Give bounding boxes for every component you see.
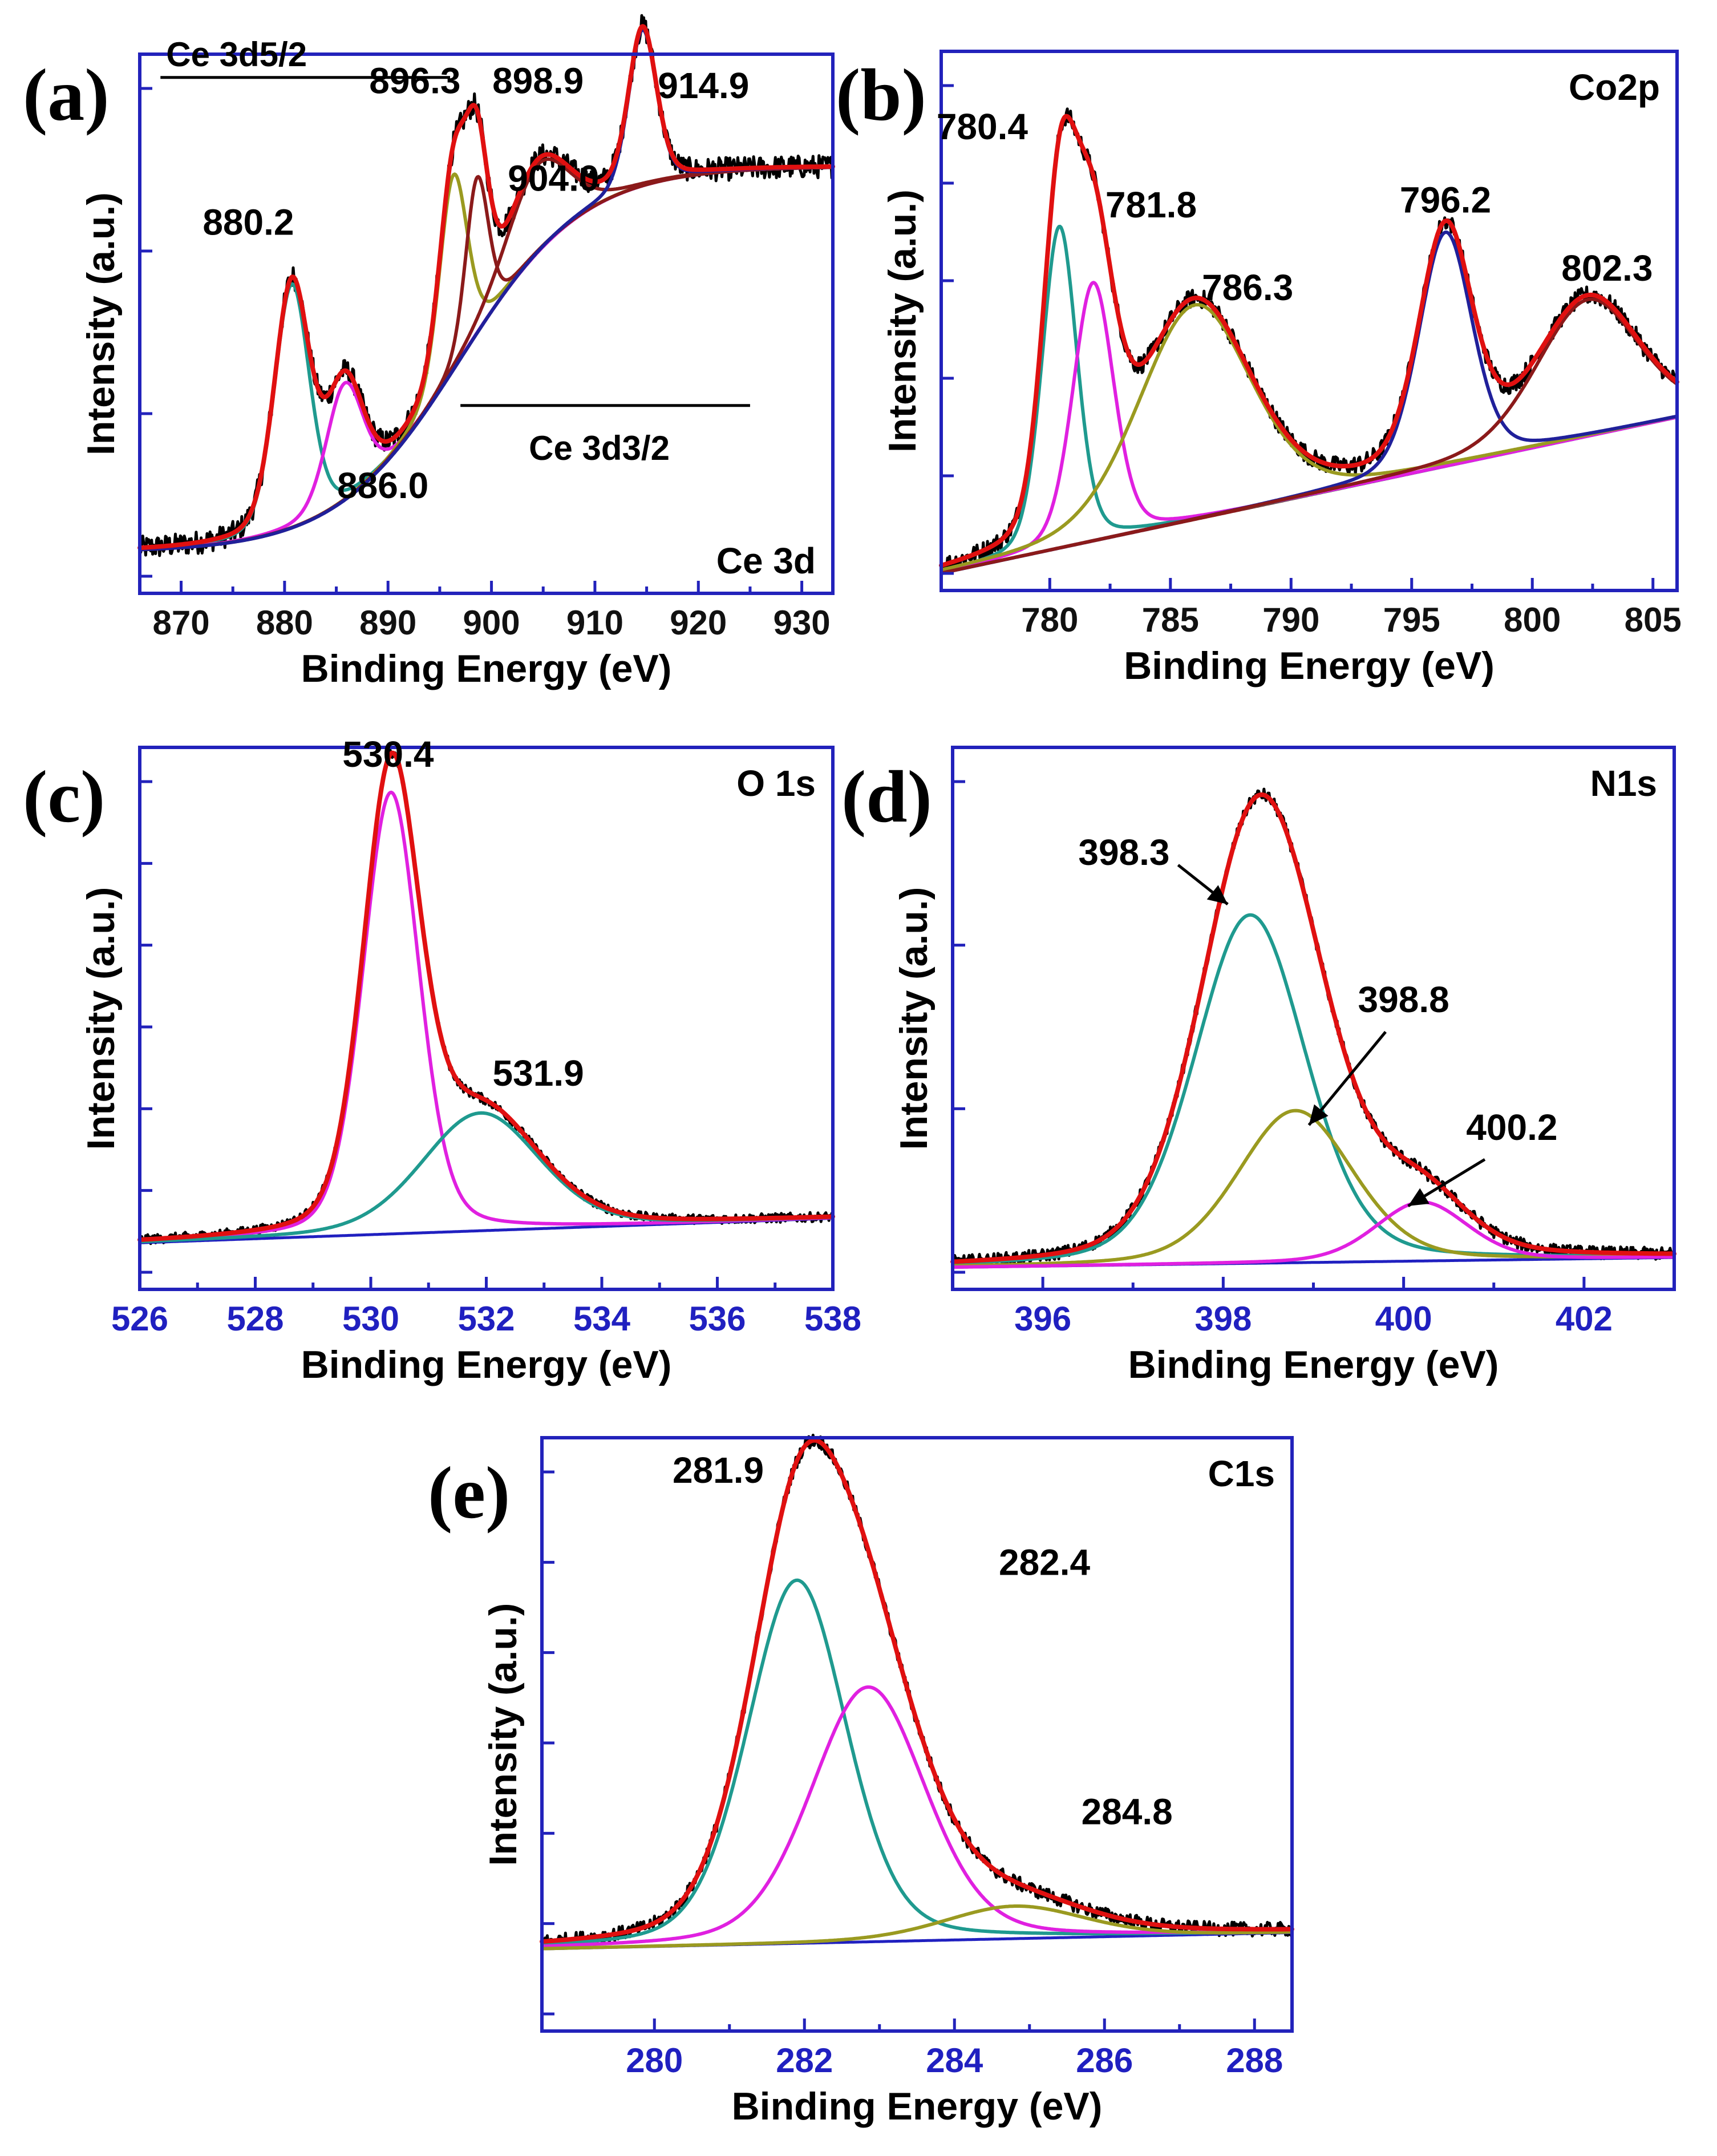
x-axis-title: Binding Energy (eV) — [1128, 1343, 1499, 1386]
x-tick-label: 800 — [1504, 601, 1561, 639]
x-tick-label: 532 — [457, 1300, 515, 1338]
x-axis-title: Binding Energy (eV) — [301, 647, 672, 690]
peak-annotation: 880.2 — [203, 202, 294, 243]
y-axis-title: Intensity (a.u.) — [881, 189, 924, 452]
x-tick-label: 785 — [1142, 601, 1199, 639]
peak-annotation: 904.0 — [508, 158, 599, 199]
peak-annotation: 282.4 — [999, 1542, 1091, 1583]
plot-frame — [540, 1436, 1294, 2033]
panel-label: (e) — [428, 1452, 510, 1534]
fit-envelope — [939, 114, 1679, 568]
spectrum-title: O 1s — [736, 763, 816, 804]
x-tick-label: 910 — [566, 604, 623, 642]
x-tick-label: 780 — [1021, 601, 1078, 639]
panel-label: (d) — [841, 756, 932, 838]
peak-annotation: 896.3 — [369, 60, 460, 102]
peak-annotation: 531.9 — [493, 1053, 584, 1094]
plot-frame — [138, 52, 835, 595]
peak-annotation: 398.8 — [1358, 979, 1449, 1020]
peak-annotation: 281.9 — [673, 1450, 764, 1491]
peak-annotation: 914.9 — [658, 65, 749, 106]
peak-annotation: 284.8 — [1082, 1791, 1173, 1833]
x-tick-label: 280 — [626, 2041, 683, 2080]
spectrum-title: Co2p — [1569, 67, 1660, 108]
region-label: Ce 3d3/2 — [529, 429, 670, 467]
y-axis-title: Intensity (a.u.) — [892, 887, 936, 1150]
x-tick-label: 398 — [1194, 1300, 1252, 1338]
peak-annotation: 400.2 — [1466, 1107, 1557, 1148]
arrow-head — [1408, 1188, 1430, 1206]
fit-envelope — [137, 750, 835, 1242]
panel-d: 396 398 400 402 Binding Energy (eV) Intensity… — [841, 746, 1676, 1386]
x-axis-title: Binding Energy (eV) — [1124, 644, 1495, 687]
x-tick-label: 396 — [1014, 1300, 1071, 1338]
peak-annotation: 398.3 — [1078, 832, 1169, 873]
panel-label: (a) — [23, 54, 110, 136]
peak-annotation: 886.0 — [337, 465, 428, 506]
peak-annotation: 796.2 — [1400, 179, 1491, 220]
panel-b: 780 785 790 795 800 805 Binding Energy (eV) Int… — [836, 50, 1682, 687]
x-tick-label: 795 — [1383, 601, 1440, 639]
peak-annotation: 898.9 — [492, 60, 584, 102]
component-peak-3 — [951, 1200, 1676, 1269]
component-peak-3 — [940, 303, 1679, 572]
panel-label: (c) — [23, 756, 105, 838]
component-peak-5 — [940, 297, 1679, 575]
x-tick-label: 530 — [342, 1300, 399, 1338]
x-tick-label: 930 — [774, 604, 831, 642]
peak-annotation: 780.4 — [937, 106, 1028, 147]
x-tick-label: 400 — [1375, 1300, 1432, 1338]
annotation-arrow — [1307, 1031, 1387, 1126]
x-axis-title: Binding Energy (eV) — [301, 1343, 672, 1386]
component-peak-3 — [540, 1904, 1294, 1951]
y-axis-title: Intensity (a.u.) — [481, 1603, 525, 1866]
x-tick-label: 526 — [111, 1300, 168, 1338]
x-tick-label: 920 — [670, 604, 727, 642]
x-tick-label: 790 — [1262, 601, 1319, 639]
x-tick-label: 890 — [359, 604, 416, 642]
fit-envelope — [540, 1438, 1294, 1944]
x-tick-label: 534 — [573, 1300, 631, 1338]
panel-c: 526 528 530 532 534 536 538 Binding Energy (eV)… — [23, 734, 861, 1386]
fit-envelope — [950, 792, 1676, 1264]
spectrum-title: C1s — [1208, 1453, 1275, 1494]
x-axis-title: Binding Energy (eV) — [732, 2085, 1103, 2128]
peak-annotation: 802.3 — [1561, 248, 1653, 289]
x-tick-label: 288 — [1226, 2041, 1283, 2080]
x-tick-label: 536 — [689, 1300, 746, 1338]
spectrum-title: Ce 3d — [716, 540, 816, 581]
x-tick-label: 900 — [463, 604, 520, 642]
region-label: Ce 3d5/2 — [166, 35, 307, 74]
x-tick-label: 402 — [1556, 1300, 1613, 1338]
peak-annotation: 530.4 — [342, 734, 434, 775]
y-axis-title: Intensity (a.u.) — [79, 887, 123, 1150]
spectrum-title: N1s — [1590, 763, 1657, 804]
x-tick-label: 284 — [926, 2041, 983, 2080]
x-tick-label: 282 — [776, 2041, 833, 2080]
x-tick-label: 870 — [152, 604, 209, 642]
y-axis-title: Intensity (a.u.) — [79, 192, 123, 455]
arrow-head — [1309, 1104, 1329, 1125]
x-tick-label: 528 — [226, 1300, 284, 1338]
x-tick-label: 805 — [1625, 601, 1682, 639]
x-tick-label: 286 — [1076, 2041, 1133, 2080]
panel-label: (b) — [836, 54, 926, 136]
peak-annotation: 786.3 — [1202, 267, 1293, 308]
fit-envelope — [137, 24, 835, 551]
panel-e: 280 282 284 286 288 Binding Energy (eV) Intens… — [428, 1434, 1294, 2128]
plot-frame — [940, 50, 1679, 592]
panel-a: 870 880 890 900 910 920 930 Binding Energy (eV)… — [23, 14, 835, 690]
x-tick-label: 880 — [256, 604, 313, 642]
x-tick-label: 538 — [804, 1300, 861, 1338]
arrow-head — [1206, 885, 1228, 904]
peak-annotation: 781.8 — [1105, 184, 1197, 225]
